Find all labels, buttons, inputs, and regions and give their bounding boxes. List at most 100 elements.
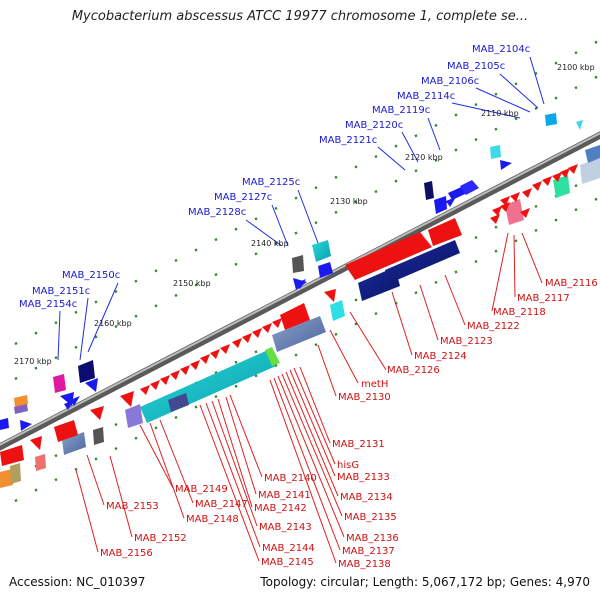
track-dot <box>414 291 418 295</box>
leader-line <box>529 56 545 105</box>
gene-label[interactable]: MAB_2105c <box>447 61 505 72</box>
gene-label[interactable]: MAB_2123 <box>440 336 493 347</box>
track-dot <box>234 360 238 364</box>
gene-label[interactable]: MAB_2122 <box>467 321 520 332</box>
tick-label: 2100 kbp <box>557 63 595 72</box>
gene-label[interactable]: MAB_2137 <box>342 546 395 557</box>
leader-line <box>79 297 89 361</box>
track-dot <box>474 236 478 240</box>
track-dot <box>334 210 338 214</box>
track-dot <box>374 154 378 159</box>
tick-label: 2170 kbp <box>14 357 52 366</box>
track-dot <box>414 134 418 138</box>
gene-label[interactable]: MAB_2117 <box>517 293 570 304</box>
leader-line <box>75 469 99 553</box>
feature-block <box>345 232 432 280</box>
gene-label[interactable]: MAB_2128c <box>188 207 246 218</box>
gene-label[interactable]: MAB_2141 <box>258 490 311 501</box>
gene-label[interactable]: MAB_2142 <box>254 503 307 514</box>
feature-block <box>78 360 95 383</box>
feature-block <box>14 404 28 414</box>
track-dot <box>174 258 178 262</box>
track-dot <box>254 374 258 378</box>
feature-block <box>168 393 189 412</box>
track-dot <box>94 457 98 461</box>
gene-label[interactable]: MAB_2121c <box>319 135 377 146</box>
gene-label[interactable]: MAB_2125c <box>242 177 300 188</box>
track-dot <box>534 228 538 233</box>
gene-label[interactable]: MAB_2151c <box>32 286 90 297</box>
feature-block <box>272 316 326 352</box>
feature-block <box>90 406 104 420</box>
gene-label[interactable]: MAB_2138 <box>338 559 391 570</box>
feature-block <box>330 300 345 321</box>
gene-label[interactable]: MAB_2153 <box>106 501 159 512</box>
track-dot <box>194 248 198 252</box>
track-dot <box>54 321 58 325</box>
feature-block <box>585 145 600 163</box>
leader-line <box>491 232 509 312</box>
track-dot <box>34 488 38 492</box>
gene-label[interactable]: MAB_2120c <box>345 120 403 131</box>
gene-label[interactable]: hisG <box>337 460 359 471</box>
leader-line <box>444 274 466 326</box>
arrow-glyph <box>510 192 520 202</box>
gene-label[interactable]: MAB_2130 <box>338 392 391 403</box>
leader-line <box>86 454 105 506</box>
leader-line <box>475 87 531 113</box>
feature-block <box>265 347 280 366</box>
feature-block <box>312 240 331 262</box>
gene-label[interactable]: MAB_2133 <box>337 472 390 483</box>
track-dot <box>214 238 218 242</box>
gene-label[interactable]: MAB_2136 <box>346 533 399 544</box>
gene-label[interactable]: MAB_2119c <box>372 105 430 116</box>
gene-label[interactable]: MAB_2150c <box>62 270 120 281</box>
arrow-glyph <box>568 164 578 174</box>
track-dot <box>374 189 378 194</box>
leader-line <box>513 234 516 298</box>
leader-line <box>211 400 258 527</box>
gene-label[interactable]: MAB_2135 <box>344 512 397 523</box>
feature-block <box>500 160 512 170</box>
gene-label[interactable]: MAB_2134 <box>340 492 393 503</box>
track-dot <box>294 231 298 235</box>
gene-label[interactable]: MAB_2152 <box>134 533 187 544</box>
track-dot <box>74 467 78 471</box>
gene-label[interactable]: MAB_2140 <box>264 473 317 484</box>
gene-label[interactable]: MAB_2114c <box>397 91 455 102</box>
track-dot <box>14 498 18 503</box>
arrow-glyph <box>200 354 210 364</box>
arrow-glyph <box>520 208 530 218</box>
gene-label[interactable]: MAB_2104c <box>472 44 530 55</box>
track-dot <box>454 113 458 117</box>
gene-label[interactable]: MAB_2126 <box>387 365 440 376</box>
leader-line <box>349 311 387 371</box>
track-dot <box>294 353 298 357</box>
gene-label[interactable]: MAB_2147 <box>195 499 248 510</box>
gene-label[interactable]: MAB_2149 <box>175 484 228 495</box>
gene-label[interactable]: MAB_2156 <box>100 548 153 559</box>
gene-label[interactable]: MAB_2144 <box>262 543 315 554</box>
track-dot <box>54 478 58 482</box>
arrow-glyph <box>140 385 150 395</box>
track-dot <box>374 311 378 316</box>
feature-block <box>0 445 24 466</box>
gene-label[interactable]: MAB_2131 <box>332 439 385 450</box>
gene-leader-lines <box>57 56 545 564</box>
gene-label[interactable]: metH <box>361 379 388 390</box>
track-dot <box>594 75 598 79</box>
leader-line <box>225 396 257 495</box>
gene-label[interactable]: MAB_2116 <box>545 278 598 289</box>
tick-label: 2120 kbp <box>405 153 443 162</box>
gene-label[interactable]: MAB_2143 <box>259 522 312 533</box>
track-dot <box>314 343 318 347</box>
gene-label[interactable]: MAB_2154c <box>19 299 77 310</box>
track-dot <box>314 221 318 225</box>
gene-label[interactable]: MAB_2118 <box>493 307 546 318</box>
gene-label[interactable]: MAB_2148 <box>186 514 239 525</box>
gene-label[interactable]: MAB_2127c <box>214 192 272 203</box>
gene-label[interactable]: MAB_2145 <box>261 557 314 568</box>
leader-line <box>199 404 260 562</box>
gene-label[interactable]: MAB_2124 <box>414 351 467 362</box>
gene-label[interactable]: MAB_2106c <box>421 76 479 87</box>
